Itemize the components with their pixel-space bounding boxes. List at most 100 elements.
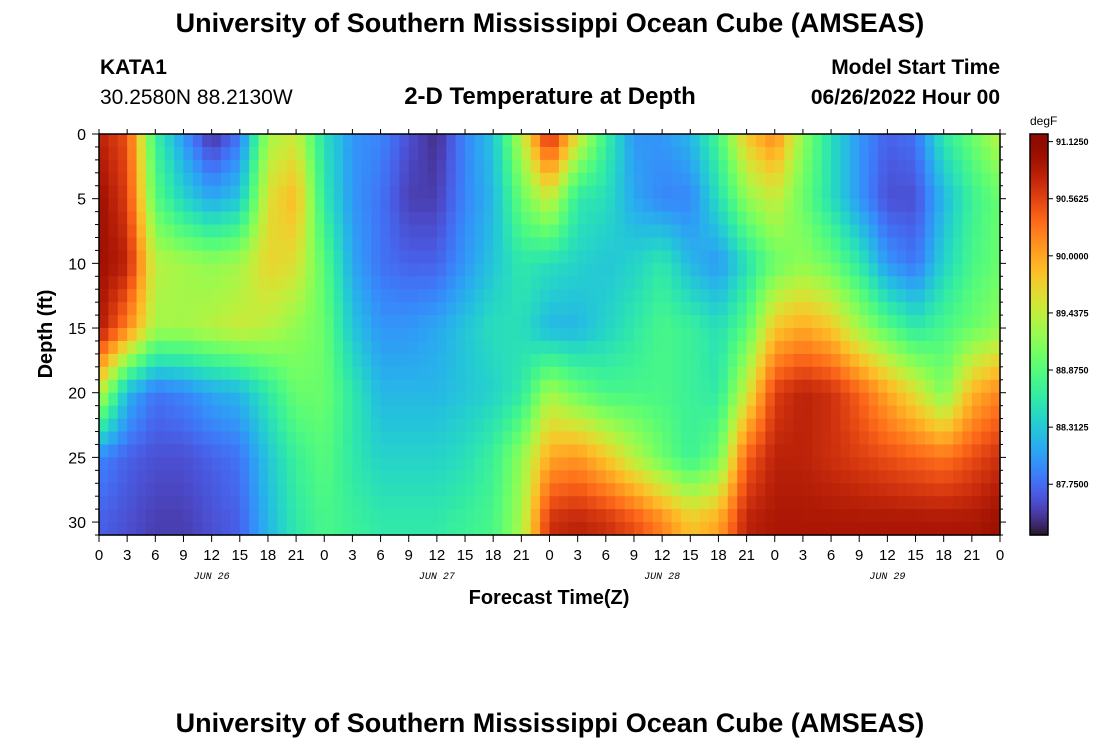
heatmap-cell [605,340,616,355]
heatmap-cell [511,185,522,200]
heatmap-cell [755,522,766,536]
heatmap-cell [906,392,917,407]
heatmap-cell [831,366,842,381]
heatmap-cell [540,185,551,200]
heatmap-cell [934,172,945,187]
heatmap-cell [671,146,682,161]
heatmap-cell [136,340,147,355]
colorbar-segment [1030,256,1048,259]
heatmap-cell [859,470,870,484]
heatmap-cell [784,483,795,497]
heatmap-cell [746,198,757,213]
heatmap-cell [924,483,935,497]
heatmap-cell [296,289,307,303]
heatmap-cell [136,522,147,536]
heatmap-cell [455,418,466,433]
y-tick-label: 25 [68,450,86,467]
heatmap-cell [746,134,757,148]
heatmap-cell [906,470,917,484]
heatmap-cell [802,315,813,329]
heatmap-cell [568,340,579,355]
heatmap-cell [230,444,241,458]
heatmap-cell [549,328,560,342]
heatmap-cell [183,211,194,226]
heatmap-cell [136,328,147,342]
heatmap-cell [521,522,532,536]
heatmap-cell [821,198,832,213]
heatmap-cell [436,340,447,355]
heatmap-cell [108,418,119,433]
station-id: KATA1 [100,56,167,79]
heatmap-cell [812,405,823,420]
heatmap-cell [709,470,720,484]
heatmap-cell [436,418,447,433]
heatmap-cell [192,444,203,458]
heatmap-cell [971,496,982,510]
heatmap-cell [474,522,485,536]
heatmap-cell [389,237,400,252]
heatmap-cell [718,289,729,303]
heatmap-cell [277,340,288,355]
heatmap-cell [718,185,729,200]
heatmap-cell [352,457,363,471]
heatmap-cell [662,366,673,381]
heatmap-cell [408,379,419,394]
heatmap-cell [840,146,851,161]
heatmap-cell [521,315,532,329]
heatmap-cell [924,431,935,446]
heatmap-cell [99,457,109,471]
heatmap-cell [831,146,842,161]
heatmap-cell [868,340,879,355]
heatmap-cell [408,392,419,407]
heatmap-cell [371,340,382,355]
colorbar-segment [1030,136,1048,139]
heatmap-cell [971,134,982,148]
heatmap-cell [981,134,992,148]
heatmap-cell [662,159,673,174]
heatmap-cell [624,457,635,471]
heatmap-cell [267,263,278,277]
heatmap-cell [577,379,588,394]
x-tick-label: 3 [123,547,131,564]
heatmap-cell [389,522,400,536]
heatmap-cell [643,444,654,458]
colorbar-segment [1030,152,1048,155]
heatmap-cell [924,457,935,471]
heatmap-cell [474,172,485,187]
heatmap-cell [943,483,954,497]
heatmap-cell [774,457,785,471]
heatmap-cell [99,185,109,200]
heatmap-cell [361,353,372,368]
heatmap-cell [446,366,457,381]
heatmap-cell [680,146,691,161]
heatmap-cell [840,353,851,368]
heatmap-cell [389,392,400,407]
heatmap-cell [399,353,410,368]
heatmap-cell [530,289,541,303]
heatmap-cell [267,237,278,252]
heatmap-cell [943,405,954,420]
heatmap-cell [286,470,297,484]
heatmap-cell [549,509,560,523]
heatmap-cell [145,172,156,187]
heatmap-cell [239,134,250,148]
heatmap-cell [192,263,203,277]
heatmap-cell [192,522,203,536]
heatmap-cell [727,457,738,471]
heatmap-cell [680,457,691,471]
heatmap-cell [436,496,447,510]
heatmap-cell [990,340,1001,355]
heatmap-cell [267,522,278,536]
heatmap-cell [587,211,598,226]
heatmap-cell [230,366,241,381]
heatmap-cell [774,134,785,148]
heatmap-cell [906,444,917,458]
heatmap-cell [709,134,720,148]
heatmap-cell [587,418,598,433]
heatmap-cell [615,185,626,200]
heatmap-cell [802,159,813,174]
heatmap-cell [352,366,363,381]
heatmap-cell [568,483,579,497]
heatmap-cell [99,379,109,394]
heatmap-cell [690,444,701,458]
